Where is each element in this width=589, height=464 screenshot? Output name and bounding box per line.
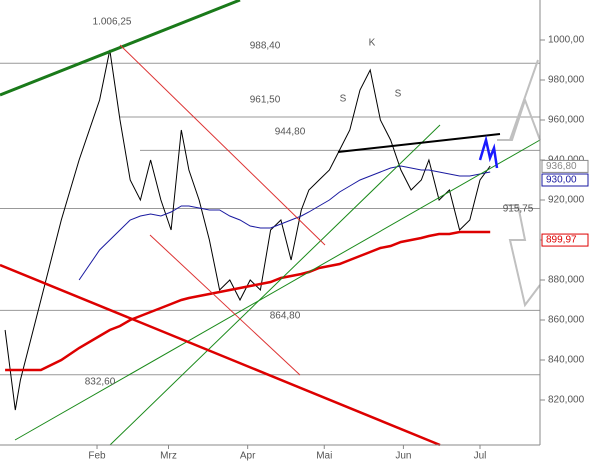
x-tick-label: Jun	[395, 451, 411, 462]
x-tick-label: Mrz	[160, 451, 177, 462]
y-tick-label: 920,000	[548, 195, 585, 206]
neckline	[337, 133, 501, 153]
projection-line	[500, 96, 541, 141]
trend-line	[0, 0, 241, 97]
series-line	[5, 230, 491, 372]
x-tick-label: Apr	[240, 451, 256, 462]
y-tick-label: 880,000	[548, 275, 585, 286]
level-label: 832,60	[85, 377, 116, 388]
price-box	[541, 233, 589, 247]
level-label: 988,40	[250, 41, 281, 52]
price-label: 936,80	[546, 161, 577, 172]
series-line	[4, 49, 491, 411]
y-tick-label: 1000,00	[548, 35, 585, 46]
trend-lines	[0, 0, 541, 447]
price-label: 930,00	[546, 175, 577, 186]
trend-line	[0, 263, 441, 447]
y-tick-label: 860,000	[548, 315, 585, 326]
level-label: 864,80	[270, 311, 301, 322]
x-tick-label: Mai	[316, 451, 332, 462]
y-tick-label: 960,000	[548, 115, 585, 126]
projection-arrow	[478, 135, 499, 169]
level-label: 915,75	[503, 204, 534, 215]
pattern-label: S	[395, 89, 402, 100]
price-box	[541, 173, 589, 187]
channel-line	[149, 234, 301, 376]
x-tick-label: Feb	[88, 451, 106, 462]
level-label: 1.006,25	[93, 17, 132, 28]
pattern-label: S	[340, 94, 347, 105]
y-tick-label: 820,000	[548, 395, 585, 406]
x-tick-label: Jul	[474, 451, 487, 462]
series-line	[78, 165, 491, 281]
level-label: 944,80	[275, 127, 306, 138]
y-tick-label: 980,000	[548, 75, 585, 86]
price-box	[541, 159, 589, 173]
channel-line	[119, 44, 326, 246]
level-label: 961,50	[250, 95, 281, 106]
y-tick-label: 840,000	[548, 355, 585, 366]
price-label: 899,97	[546, 235, 577, 246]
pattern-label: K	[369, 38, 376, 49]
trend-line	[14, 139, 541, 441]
projection-line	[505, 204, 541, 308]
trend-line	[109, 124, 441, 446]
